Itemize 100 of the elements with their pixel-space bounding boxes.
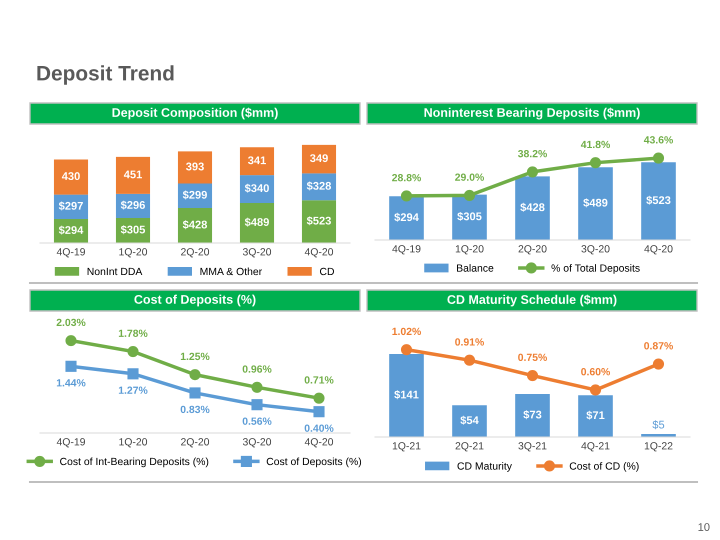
x-tick-label: 1Q-20 xyxy=(119,438,148,448)
data-label: $294 xyxy=(58,226,84,235)
x-tick-label: 2Q-20 xyxy=(518,245,547,254)
data-label: $305 xyxy=(120,225,146,234)
bar xyxy=(116,156,150,194)
data-label: 2.03% xyxy=(56,318,86,326)
point xyxy=(464,190,476,201)
legend-label: Cost of Deposits (%) xyxy=(266,457,362,468)
legend-label: % of Total Deposits xyxy=(551,264,640,274)
data-label: 1.78% xyxy=(118,330,148,337)
data-label: 38.2% xyxy=(518,150,547,158)
data-label: $71 xyxy=(586,410,604,420)
data-label: $428 xyxy=(520,202,545,212)
data-label: $299 xyxy=(182,190,207,200)
point xyxy=(590,384,602,396)
point xyxy=(590,157,602,168)
point xyxy=(251,399,263,410)
data-label: $489 xyxy=(244,218,269,227)
bar xyxy=(389,354,424,437)
chart-title: Deposit Composition ($mm) xyxy=(112,108,278,120)
chart-title: Cost of Deposits (%) xyxy=(134,294,256,306)
data-label: 0.87% xyxy=(644,342,673,350)
point xyxy=(65,335,77,346)
data-label: 349 xyxy=(310,154,328,162)
point xyxy=(464,354,476,366)
point xyxy=(313,406,325,418)
x-tick-label: 1Q-21 xyxy=(392,442,420,452)
point xyxy=(127,368,139,380)
point xyxy=(251,382,263,393)
data-label: 1.27% xyxy=(118,386,148,394)
x-tick-label: 3Q-20 xyxy=(242,248,272,258)
x-tick-label: 3Q-21 xyxy=(518,442,546,452)
data-label: 0.96% xyxy=(242,365,272,373)
bar xyxy=(178,208,212,243)
data-label: 393 xyxy=(186,162,204,170)
data-label: 0.40% xyxy=(304,424,334,432)
x-tick-label: 1Q-22 xyxy=(644,442,672,452)
bar xyxy=(389,196,424,240)
point xyxy=(65,360,77,372)
x-tick-label: 4Q-21 xyxy=(581,442,610,452)
bar xyxy=(578,395,613,437)
chart-title: CD Maturity Schedule ($mm) xyxy=(447,294,616,306)
bar xyxy=(178,151,212,184)
point xyxy=(189,369,201,380)
data-label: $305 xyxy=(457,212,482,222)
x-tick-label: 2Q-21 xyxy=(456,442,484,452)
bar xyxy=(54,194,88,219)
bar xyxy=(515,176,550,240)
point xyxy=(652,152,664,164)
data-label: $296 xyxy=(120,200,145,210)
data-label: $340 xyxy=(244,184,269,193)
data-label: 41.8% xyxy=(580,140,610,148)
point xyxy=(189,387,201,398)
data-label: $523 xyxy=(306,216,331,226)
point xyxy=(526,166,538,178)
bar xyxy=(302,144,336,174)
bar xyxy=(452,405,487,437)
data-label: 29.0% xyxy=(455,173,484,181)
data-label: $294 xyxy=(394,212,419,222)
bar xyxy=(54,159,88,195)
bar xyxy=(302,200,336,243)
legend-label: MMA & Other xyxy=(200,267,262,276)
bar xyxy=(578,167,613,240)
x-tick-label: 2Q-20 xyxy=(181,248,210,258)
data-label: 0.75% xyxy=(518,354,547,361)
x-tick-label: 4Q-20 xyxy=(304,438,334,448)
x-tick-label: 1Q-20 xyxy=(119,248,148,258)
data-label: 451 xyxy=(124,170,142,178)
bar xyxy=(240,202,274,243)
data-label: $54 xyxy=(460,416,479,425)
legend-label: CD xyxy=(320,268,334,276)
chart-title: Noninterest Bearing Deposits ($mm) xyxy=(424,108,640,120)
legend-label: Cost of Int-Bearing Deposits (%) xyxy=(60,457,208,468)
data-label: $523 xyxy=(646,196,670,205)
x-tick-label: 4Q-19 xyxy=(392,245,420,254)
data-label: $141 xyxy=(394,390,419,400)
data-label: 0.60% xyxy=(581,368,610,376)
data-label: $297 xyxy=(58,201,83,210)
data-label: $73 xyxy=(523,410,542,420)
data-label: $328 xyxy=(306,181,332,190)
bar xyxy=(515,394,550,437)
text: 10 xyxy=(698,523,710,531)
data-label: 1.25% xyxy=(180,352,210,360)
point xyxy=(652,358,664,370)
legend-label: Cost of CD (%) xyxy=(570,462,639,472)
data-label: 0.83% xyxy=(180,406,210,414)
data-label: 28.8% xyxy=(392,174,421,182)
x-tick-label: 4Q-20 xyxy=(304,248,334,258)
data-label: $489 xyxy=(583,198,608,208)
data-label: 0.71% xyxy=(304,376,334,384)
data-label: $5 xyxy=(652,420,664,430)
x-tick-label: 4Q-19 xyxy=(56,438,85,448)
x-tick-label: 3Q-20 xyxy=(242,438,272,448)
data-label: 0.56% xyxy=(242,417,272,425)
x-tick-label: 4Q-19 xyxy=(56,248,85,258)
data-label: 0.91% xyxy=(455,338,484,346)
text: Deposit Trend xyxy=(37,65,174,85)
point xyxy=(313,392,325,404)
legend-label: CD Maturity xyxy=(458,462,512,472)
bar xyxy=(641,162,676,240)
